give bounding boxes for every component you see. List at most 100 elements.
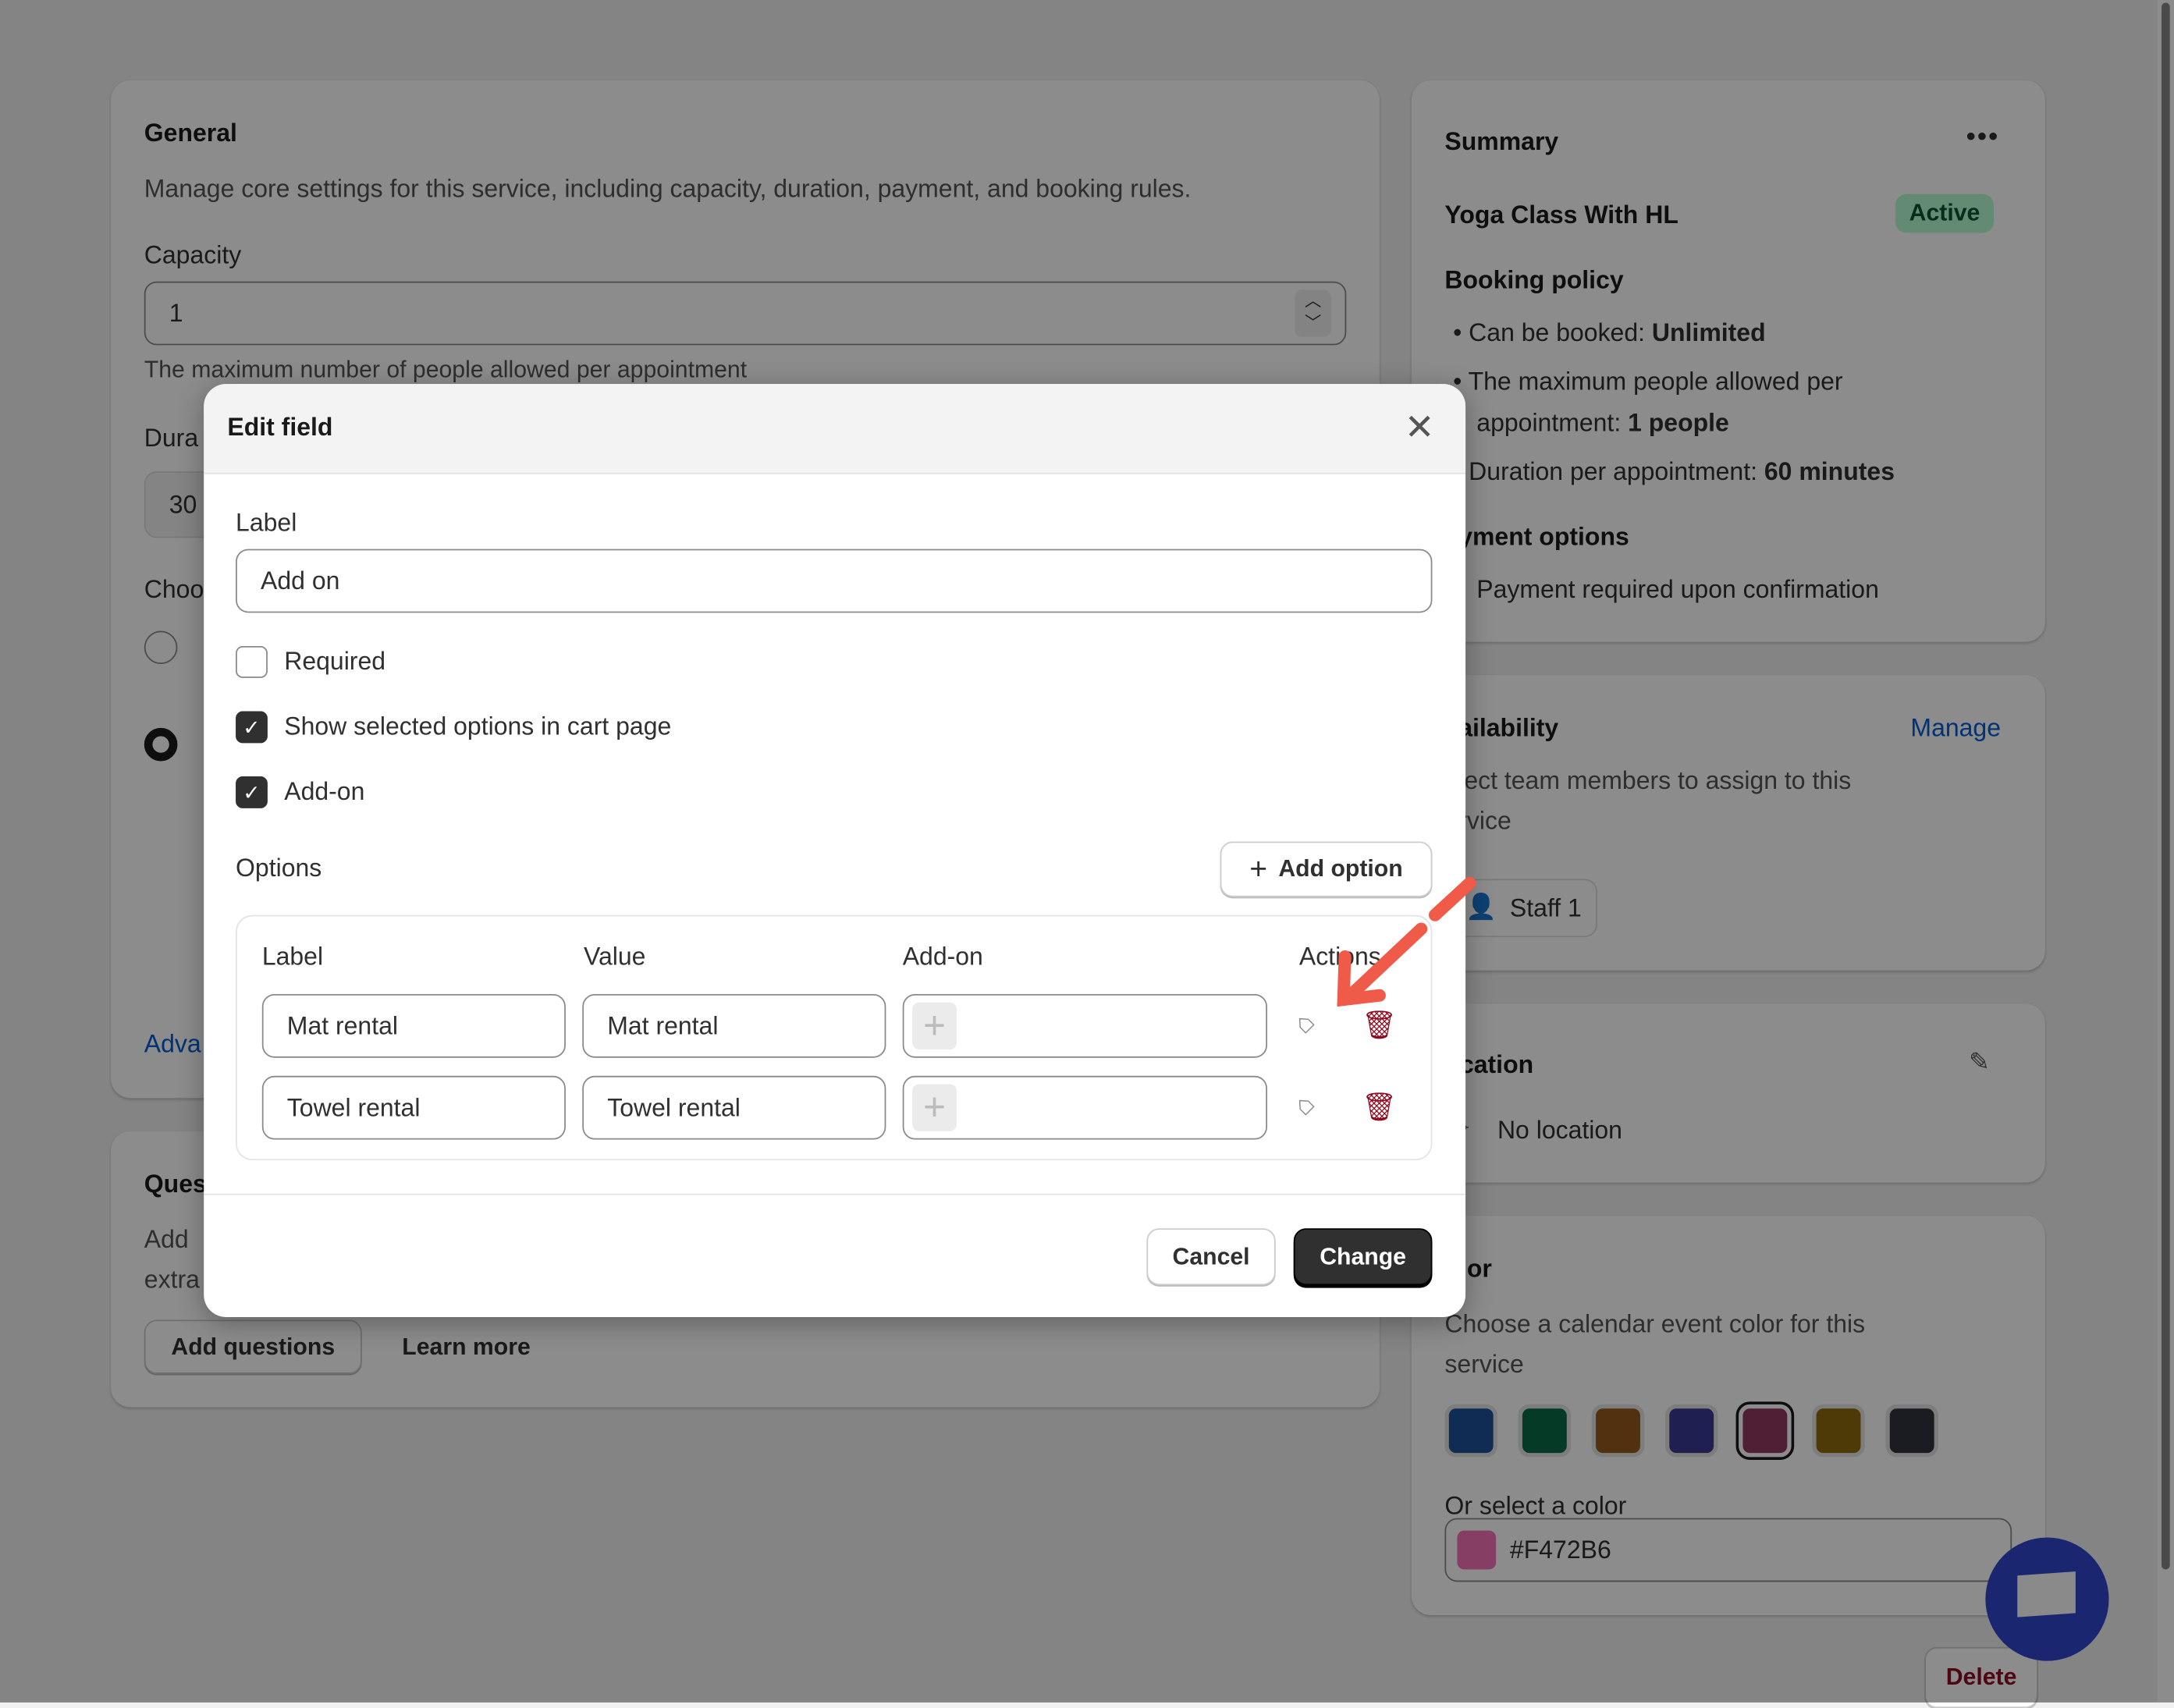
option-label-input[interactable]: Mat rental xyxy=(261,993,566,1058)
policy-label: Can be booked: xyxy=(1469,318,1652,347)
hex-color-input[interactable]: #F472B6 xyxy=(1444,1518,2012,1582)
close-icon[interactable]: ✕ xyxy=(1404,406,1435,448)
label-input[interactable]: Add on xyxy=(236,549,1433,613)
required-label: Required xyxy=(284,647,386,676)
column-header-value: Value xyxy=(584,943,646,971)
option-addon-picker[interactable]: + xyxy=(902,993,1267,1058)
capacity-label: Capacity xyxy=(144,241,242,269)
hex-value: #F472B6 xyxy=(1509,1535,1611,1564)
color-desc-2: service xyxy=(1444,1350,1524,1379)
show-selected-checkbox[interactable]: ✓ xyxy=(236,711,268,744)
add-questions-button[interactable]: Add questions xyxy=(144,1319,362,1374)
location-value: No location xyxy=(1497,1116,1622,1144)
chat-button[interactable] xyxy=(1985,1537,2109,1661)
color-swatch[interactable] xyxy=(1444,1404,1497,1458)
show-selected-label: Show selected options in cart page xyxy=(284,712,672,740)
add-option-label: Add option xyxy=(1278,855,1403,882)
column-header-label: Label xyxy=(261,943,324,971)
learn-more-link[interactable]: Learn more xyxy=(402,1333,531,1361)
choose-label: Choo xyxy=(144,575,204,603)
color-swatch[interactable] xyxy=(1591,1404,1645,1458)
booking-policy-title: Booking policy xyxy=(1444,266,1624,294)
capacity-help: The maximum number of people allowed per… xyxy=(144,356,748,383)
chat-icon xyxy=(2017,1571,2076,1617)
option-value-value: Mat rental xyxy=(607,1011,719,1039)
price-tag-icon[interactable]: ⌂ xyxy=(1288,1007,1321,1040)
more-options-icon[interactable]: ••• xyxy=(1966,122,2000,153)
color-card: olor Choose a calendar event color for t… xyxy=(1411,1216,2045,1615)
staff-name: Staff 1 xyxy=(1509,893,1582,921)
modal-header: Edit field ✕ xyxy=(204,384,1466,474)
questions-desc: Add xyxy=(144,1225,189,1254)
color-swatch[interactable] xyxy=(1735,1401,1795,1460)
policy-value: Unlimited xyxy=(1651,318,1766,347)
annotation-arrow-icon xyxy=(1337,876,1476,1007)
summary-title: Summary xyxy=(1444,127,1559,156)
modal-title: Edit field xyxy=(227,413,333,442)
radio-option-selected[interactable] xyxy=(144,727,178,762)
option-value-input[interactable]: Towel rental xyxy=(582,1075,886,1140)
options-title: Options xyxy=(236,854,322,882)
cancel-button[interactable]: Cancel xyxy=(1146,1228,1276,1286)
addon-checkbox[interactable]: ✓ xyxy=(236,776,268,808)
general-description: Manage core settings for this service, i… xyxy=(144,174,1192,203)
edit-field-modal: Edit field ✕ Label Add on Required ✓ Sho… xyxy=(204,384,1466,1317)
policy-value: 60 minutes xyxy=(1764,457,1895,485)
price-tag-icon[interactable]: ⌂ xyxy=(1288,1088,1321,1122)
policy-label: appointment: xyxy=(1476,409,1629,437)
options-table: Label Value Add-on Actions Mat rental Ma… xyxy=(236,914,1433,1161)
trash-icon[interactable]: 🗑 xyxy=(1361,1010,1397,1042)
option-addon-picker[interactable]: + xyxy=(902,1075,1267,1140)
hex-color-preview xyxy=(1457,1530,1497,1570)
manage-link[interactable]: Manage xyxy=(1910,714,2002,742)
option-label-input[interactable]: Towel rental xyxy=(261,1075,566,1140)
column-header-addon: Add-on xyxy=(902,943,983,971)
stepper-chevrons-icon[interactable]: ︿ ﹀ xyxy=(1295,289,1331,337)
trash-icon[interactable]: 🗑 xyxy=(1361,1092,1397,1124)
option-value-input[interactable]: Mat rental xyxy=(582,993,886,1058)
color-desc: Choose a calendar event color for this xyxy=(1444,1310,1866,1338)
availability-desc: elect team members to assign to this xyxy=(1444,766,1852,795)
policy-value: 1 people xyxy=(1628,409,1729,437)
staff-icon: 👤 xyxy=(1465,893,1497,921)
policy-capacity: • Can be booked: Unlimited xyxy=(1453,318,1766,347)
change-button[interactable]: Change xyxy=(1293,1228,1433,1286)
policy-duration: • Duration per appointment: 60 minutes xyxy=(1453,457,1895,486)
color-swatch[interactable] xyxy=(1518,1404,1572,1458)
option-label-value: Towel rental xyxy=(286,1093,421,1121)
color-swatch[interactable] xyxy=(1812,1404,1865,1458)
questions-title: Ques xyxy=(144,1170,207,1198)
status-badge: Active xyxy=(1895,194,1995,233)
addon-label: Add-on xyxy=(284,777,365,806)
color-swatch[interactable] xyxy=(1664,1404,1718,1458)
add-product-plus-icon[interactable]: + xyxy=(912,1002,957,1050)
checkmark-icon: ✓ xyxy=(243,781,261,805)
label-caption: Label xyxy=(236,509,297,537)
duration-value: 30 xyxy=(169,490,197,518)
capacity-input[interactable]: 1 ︿ ﹀ xyxy=(144,281,1347,346)
edit-pencil-icon[interactable]: ✎ xyxy=(1969,1048,1990,1076)
add-product-plus-icon[interactable]: + xyxy=(912,1084,957,1131)
policy-max-people-2: appointment: 1 people xyxy=(1476,409,1729,438)
color-swatch[interactable] xyxy=(1885,1404,1938,1458)
questions-desc-2: extra xyxy=(144,1266,200,1294)
add-option-button[interactable]: + Add option xyxy=(1220,841,1433,897)
radio-option[interactable] xyxy=(144,630,178,665)
scrollbar[interactable] xyxy=(2157,0,2174,1703)
footer-divider xyxy=(204,1193,1466,1195)
policy-label: Duration per appointment: xyxy=(1469,457,1764,485)
advanced-link[interactable]: Adva xyxy=(144,1030,201,1058)
required-checkbox[interactable] xyxy=(236,645,268,678)
checkmark-icon: ✓ xyxy=(243,716,261,740)
capacity-value: 1 xyxy=(169,298,183,327)
plus-icon: + xyxy=(1249,850,1268,886)
availability-card: vailability Manage elect team members to… xyxy=(1411,675,2045,971)
duration-label: Dura xyxy=(144,424,199,453)
service-name: Yoga Class With HL xyxy=(1444,201,1678,229)
general-title: General xyxy=(144,119,237,147)
payment-options-title: ayment options xyxy=(1444,522,1629,551)
option-value-value: Towel rental xyxy=(607,1093,741,1121)
payment-item: Payment required upon confirmation xyxy=(1476,575,1879,603)
label-input-value: Add on xyxy=(261,566,340,595)
